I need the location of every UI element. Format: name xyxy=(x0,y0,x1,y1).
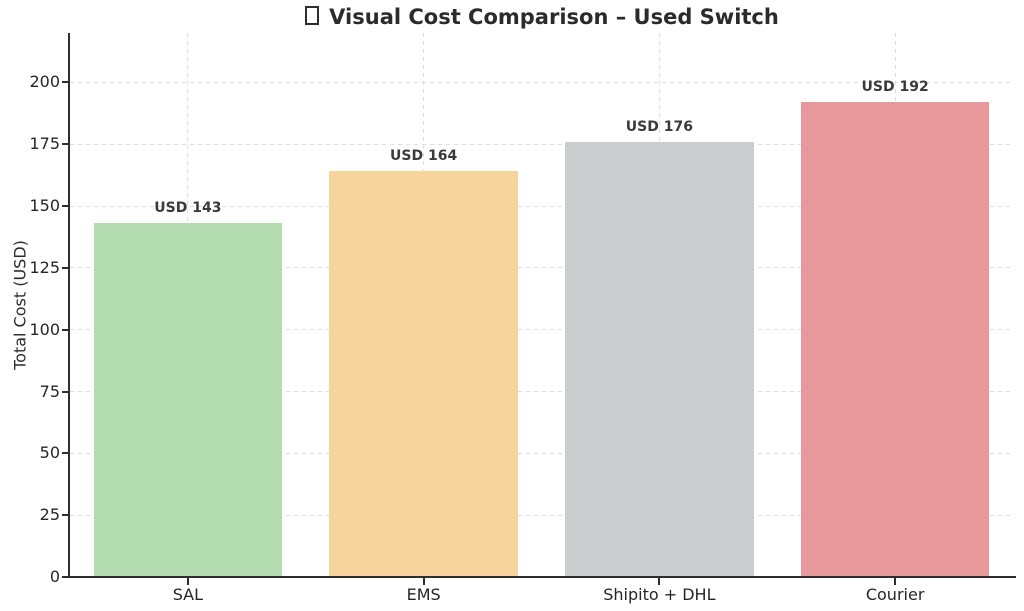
y-tick-label: 150 xyxy=(29,196,60,216)
x-axis-spine xyxy=(68,576,1016,578)
gridline-horizontal xyxy=(70,81,1013,83)
x-tick-mark xyxy=(422,578,425,585)
y-tick-mark xyxy=(62,205,69,208)
x-tick-label: Courier xyxy=(865,585,925,604)
y-tick-mark xyxy=(62,266,69,269)
gridline-horizontal xyxy=(70,391,1013,393)
y-tick-label: 25 xyxy=(39,505,60,525)
gridline-horizontal xyxy=(70,143,1013,145)
x-tick-label: SAL xyxy=(172,585,204,604)
bar-value-label: USD 192 xyxy=(861,79,929,96)
y-tick-mark xyxy=(62,452,69,455)
y-tick-mark xyxy=(62,576,69,578)
gridline-horizontal xyxy=(70,514,1013,516)
y-tick-label: 175 xyxy=(29,134,60,154)
y-axis-spine xyxy=(68,33,70,578)
x-tick-mark xyxy=(894,578,897,585)
y-tick-label: 125 xyxy=(29,257,60,277)
y-tick-label: 200 xyxy=(29,72,60,92)
gridline-horizontal xyxy=(70,205,1013,207)
x-tick-mark xyxy=(658,578,661,585)
gridline-horizontal xyxy=(70,452,1013,454)
chart-title: Visual Cost Comparison – Used Switch xyxy=(70,5,1014,29)
y-tick-label: 75 xyxy=(39,381,60,401)
gridline-horizontal xyxy=(70,329,1013,331)
y-tick-label: 0 xyxy=(49,567,60,586)
y-tick-mark xyxy=(62,514,69,517)
y-tick-mark xyxy=(62,328,69,331)
chart-title-text: Visual Cost Comparison – Used Switch xyxy=(329,5,779,29)
y-tick-mark xyxy=(62,81,69,84)
bar-shipito-dhl xyxy=(565,141,754,577)
x-tick-label: Shipito + DHL xyxy=(603,585,716,604)
x-tick-label: EMS xyxy=(406,585,441,604)
y-tick-label: 50 xyxy=(39,443,60,463)
y-tick-mark xyxy=(62,390,69,393)
bar-courier xyxy=(800,102,990,577)
bar-value-label: USD 176 xyxy=(625,118,693,135)
y-tick-label: 100 xyxy=(29,319,60,339)
missing-glyph-icon xyxy=(305,6,320,25)
gridline-horizontal xyxy=(70,267,1013,269)
bar-sal xyxy=(93,223,283,577)
x-tick-mark xyxy=(186,578,189,585)
bar-value-label: USD 164 xyxy=(390,148,458,165)
bar-ems xyxy=(329,171,518,577)
y-tick-mark xyxy=(62,143,69,146)
bar-value-label: USD 143 xyxy=(154,200,222,217)
